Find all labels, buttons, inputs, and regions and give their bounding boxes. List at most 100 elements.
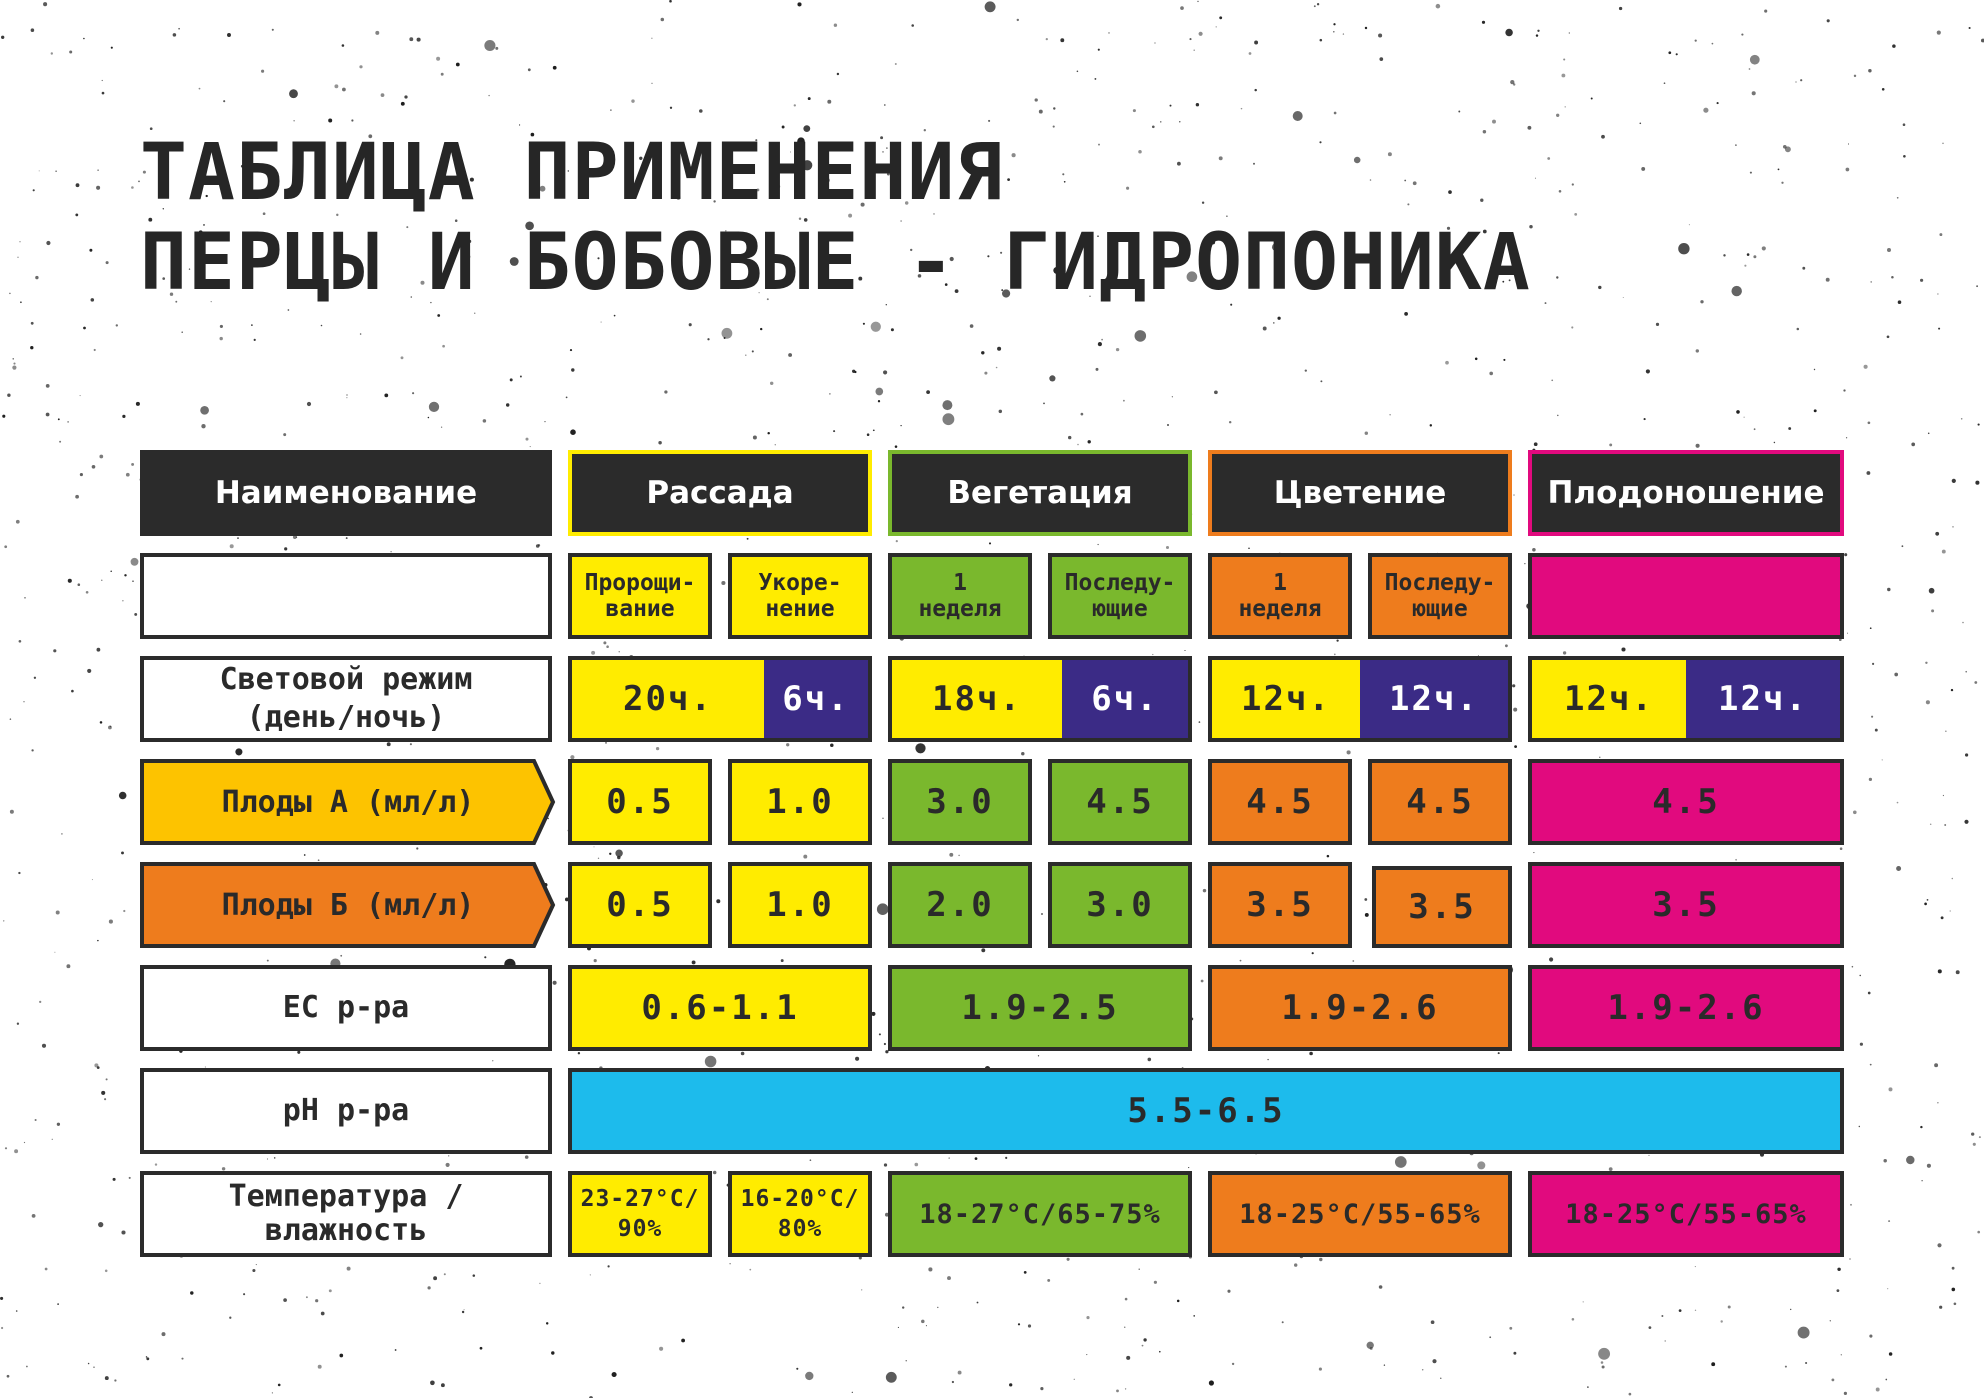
fruits-b-flow-1: 3.5 (1208, 862, 1352, 948)
page-title-line-1: ТАБЛИЦА ПРИМЕНЕНИЯ (140, 128, 1004, 218)
ec-rassada-text: 0.6-1.1 (641, 988, 799, 1028)
fruits-b-value: 3.5 (1408, 887, 1476, 927)
temp-vegetation-text: 18-27°C/65-75% (919, 1198, 1161, 1230)
substage-flow-1: 1 неделя (1208, 553, 1352, 639)
temp-flowering-text: 18-25°C/55-65% (1239, 1198, 1481, 1230)
header-flowering-text: Цветение (1273, 475, 1447, 511)
light-flow-day-text: 12ч. (1241, 679, 1331, 719)
temp-flowering: 18-25°C/55-65% (1208, 1171, 1512, 1257)
fruits-a-label: Плоды А (мл/л) (140, 759, 556, 845)
fruits-a-value: 1.0 (766, 782, 834, 822)
light-rassada-night-text: 6ч. (782, 679, 850, 719)
substage-veg-2-text: Последу- ющие (1064, 570, 1176, 622)
temp-label: Температура / влажность (140, 1171, 552, 1257)
header-rassada: Рассада (568, 450, 872, 536)
ec-label: EC р-ра (140, 965, 552, 1051)
temp-fruiting-text: 18-25°C/55-65% (1565, 1198, 1807, 1230)
ph-label-text: pH р-ра (282, 1093, 410, 1128)
ec-vegetation-text: 1.9-2.5 (961, 988, 1119, 1028)
substage-veg-2: Последу- ющие (1048, 553, 1192, 639)
substage-rassada-1-text: Пророщи- вание (584, 570, 696, 622)
fruits-b-value: 2.0 (926, 885, 994, 925)
substage-fruiting (1528, 553, 1844, 639)
temp-rassada-2-text: 16-20°C/ 80% (740, 1186, 860, 1242)
fruits-b-label: Плоды Б (мл/л) (140, 862, 556, 948)
fruits-a-value: 4.5 (1652, 782, 1720, 822)
light-label: Световой режим (день/ночь) (140, 656, 552, 742)
light-flow-day: 12ч. (1208, 656, 1360, 742)
ec-fruiting: 1.9-2.6 (1528, 965, 1844, 1051)
temp-vegetation: 18-27°C/65-75% (888, 1171, 1192, 1257)
light-label-text: Световой режим (день/ночь) (219, 662, 473, 735)
header-name: Наименование (140, 450, 552, 536)
header-vegetation-text: Вегетация (947, 475, 1133, 511)
fruits-a-rassada-2: 1.0 (728, 759, 872, 845)
ec-flowering: 1.9-2.6 (1208, 965, 1512, 1051)
fruits-b-value: 3.0 (1086, 885, 1154, 925)
fruits-b-rassada-2: 1.0 (728, 862, 872, 948)
temp-rassada-1: 23-27°C/ 90% (568, 1171, 712, 1257)
temp-rassada-1-text: 23-27°C/ 90% (580, 1186, 700, 1242)
ec-fruiting-text: 1.9-2.6 (1607, 988, 1765, 1028)
fruits-a-fruiting: 4.5 (1528, 759, 1844, 845)
header-flowering: Цветение (1208, 450, 1512, 536)
fruits-a-value: 4.5 (1406, 782, 1474, 822)
light-rassada-day-text: 20ч. (623, 679, 713, 719)
temp-rassada-2: 16-20°C/ 80% (728, 1171, 872, 1257)
fruits-a-flow-1: 4.5 (1208, 759, 1352, 845)
temp-label-text: Температура / влажность (228, 1179, 464, 1248)
substage-label-empty (140, 553, 552, 639)
substage-veg-1-text: 1 неделя (918, 570, 1002, 622)
fruits-b-fruiting: 3.5 (1528, 862, 1844, 948)
substage-veg-1: 1 неделя (888, 553, 1032, 639)
fruits-b-value: 1.0 (766, 885, 834, 925)
substage-flow-2-text: Последу- ющие (1384, 570, 1496, 622)
fruits-b-veg-2: 3.0 (1048, 862, 1192, 948)
fruits-a-value: 4.5 (1246, 782, 1314, 822)
header-rassada-text: Рассада (646, 475, 794, 511)
fruits-b-value: 3.5 (1652, 885, 1720, 925)
ph-value: 5.5-6.5 (568, 1068, 1844, 1154)
header-fruiting: Плодоношение (1528, 450, 1844, 536)
fruits-a-value: 0.5 (606, 782, 674, 822)
light-veg-night-text: 6ч. (1091, 679, 1159, 719)
light-fruit-night: 12ч. (1686, 656, 1844, 742)
ec-rassada: 0.6-1.1 (568, 965, 872, 1051)
fruits-a-veg-1: 3.0 (888, 759, 1032, 845)
fruits-b-value: 0.5 (606, 885, 674, 925)
temp-fruiting: 18-25°C/55-65% (1528, 1171, 1844, 1257)
ec-vegetation: 1.9-2.5 (888, 965, 1192, 1051)
fruits-a-value: 4.5 (1086, 782, 1154, 822)
fruits-a-value: 3.0 (926, 782, 994, 822)
light-fruit-night-text: 12ч. (1718, 679, 1808, 719)
substage-flow-2: Последу- ющие (1368, 553, 1512, 639)
fruits-a-veg-2: 4.5 (1048, 759, 1192, 845)
fruits-b-veg-1: 2.0 (888, 862, 1032, 948)
substage-rassada-1: Пророщи- вание (568, 553, 712, 639)
substage-rassada-2-text: Укоре- нение (758, 570, 842, 622)
fruits-b-label-text: Плоды Б (мл/л) (221, 887, 475, 923)
substage-flow-1-text: 1 неделя (1238, 570, 1322, 622)
page-title-line-2: ПЕРЦЫ И БОБОВЫЕ - ГИДРОПОНИКА (140, 218, 1531, 308)
light-flow-night-text: 12ч. (1389, 679, 1479, 719)
light-veg-night: 6ч. (1062, 656, 1192, 742)
ec-label-text: EC р-ра (282, 990, 410, 1025)
header-name-text: Наименование (214, 475, 478, 511)
ec-flowering-text: 1.9-2.6 (1281, 988, 1439, 1028)
fruits-b-value: 3.5 (1246, 885, 1314, 925)
light-flow-night: 12ч. (1360, 656, 1512, 742)
fruits-a-rassada-1: 0.5 (568, 759, 712, 845)
light-rassada-day: 20ч. (568, 656, 764, 742)
light-fruit-day-text: 12ч. (1564, 679, 1654, 719)
fruits-a-label-text: Плоды А (мл/л) (221, 784, 475, 820)
header-fruiting-text: Плодоношение (1547, 475, 1825, 511)
light-veg-day-text: 18ч. (932, 679, 1022, 719)
light-rassada-night: 6ч. (764, 656, 872, 742)
header-vegetation: Вегетация (888, 450, 1192, 536)
ph-value-text: 5.5-6.5 (1127, 1091, 1285, 1131)
fruits-b-rassada-1: 0.5 (568, 862, 712, 948)
substage-rassada-2: Укоре- нение (728, 553, 872, 639)
light-veg-day: 18ч. (888, 656, 1062, 742)
fruits-a-arrow-shape (140, 759, 556, 845)
fruits-b-arrow-shape (140, 862, 556, 948)
